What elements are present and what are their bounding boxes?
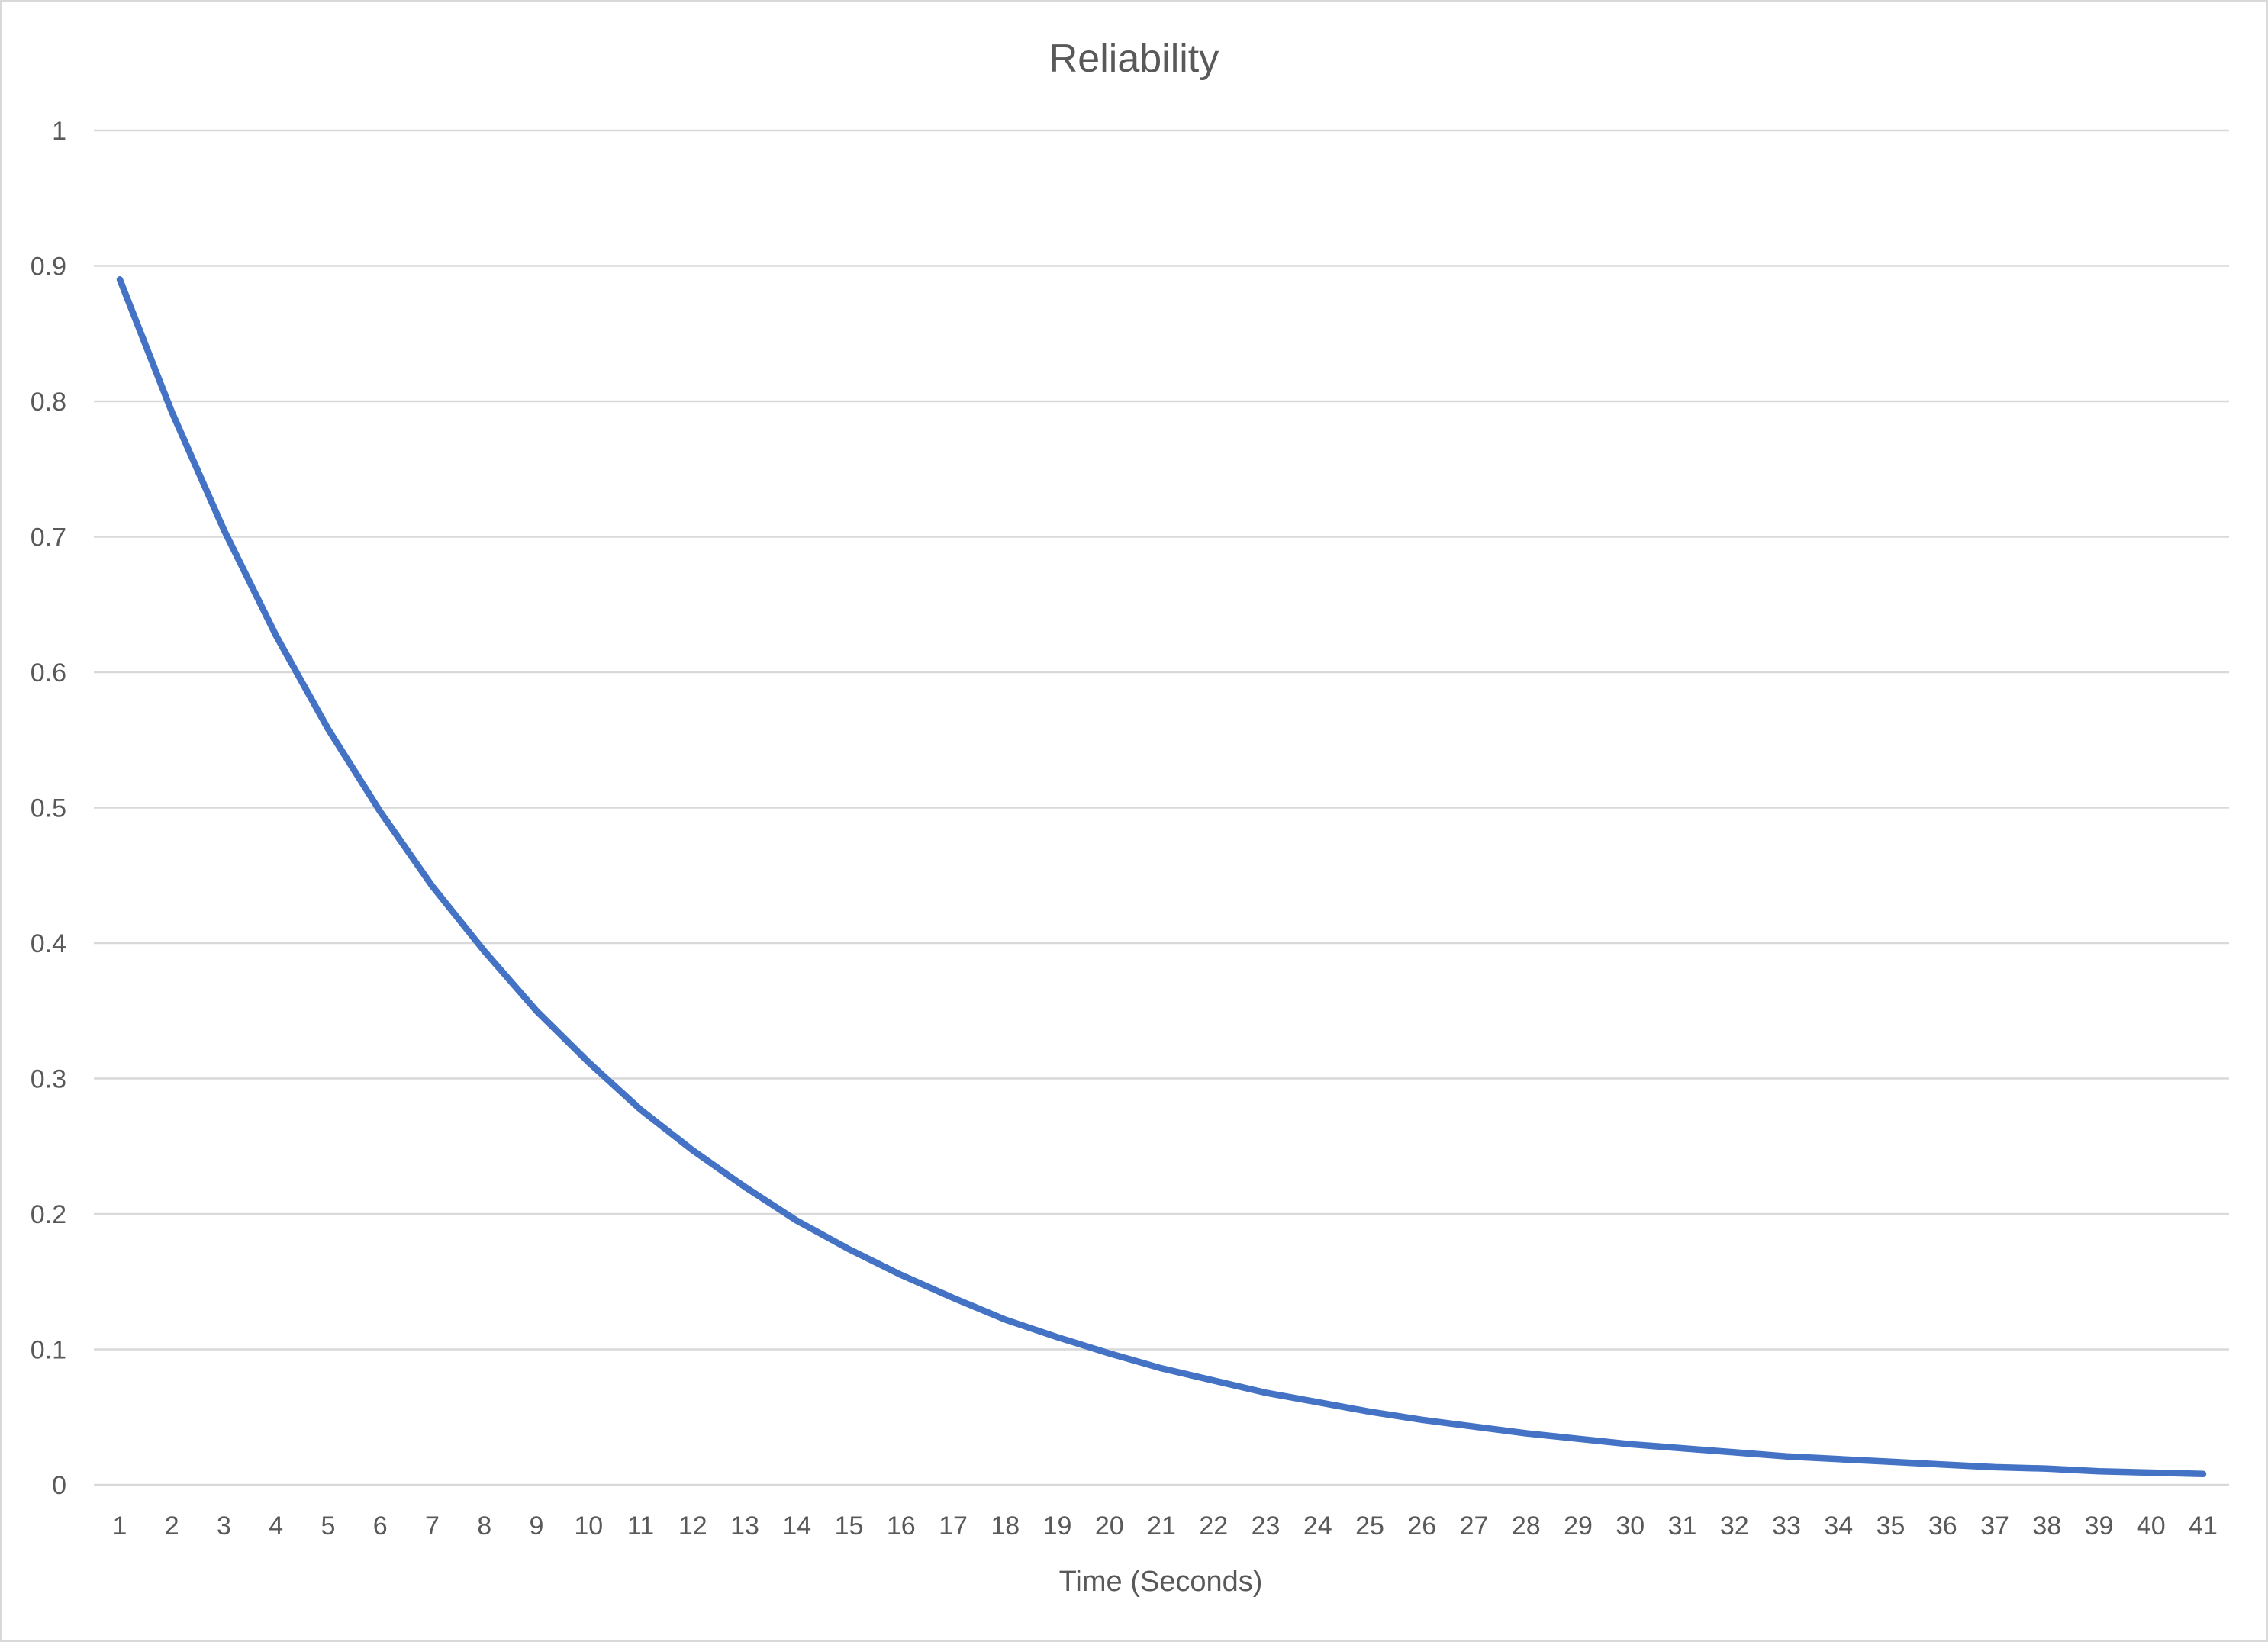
x-tick-label: 18	[991, 1512, 1020, 1541]
x-tick-label: 40	[2137, 1512, 2166, 1541]
x-tick-label: 29	[1564, 1512, 1593, 1541]
y-tick-label: 0	[52, 1471, 66, 1500]
x-tick-label: 23	[1252, 1512, 1281, 1541]
y-tick-label: 0.9	[31, 253, 66, 282]
x-tick-label: 9	[530, 1512, 544, 1541]
x-tick-label: 20	[1095, 1512, 1124, 1541]
x-axis-title: Time (Seconds)	[1059, 1566, 1263, 1598]
x-tick-label: 16	[887, 1512, 916, 1541]
x-tick-label: 34	[1824, 1512, 1853, 1541]
x-tick-label: 27	[1460, 1512, 1489, 1541]
x-tick-label: 12	[678, 1512, 707, 1541]
x-tick-label: 19	[1043, 1512, 1072, 1541]
x-tick-label: 36	[1928, 1512, 1957, 1541]
y-tick-label: 0.2	[31, 1200, 66, 1229]
x-tick-label: 8	[477, 1512, 491, 1541]
x-tick-label: 2	[165, 1512, 179, 1541]
x-tick-label: 30	[1616, 1512, 1645, 1541]
x-tick-label: 7	[425, 1512, 440, 1541]
x-tick-label: 13	[730, 1512, 759, 1541]
x-tick-label: 24	[1303, 1512, 1332, 1541]
x-tick-label: 25	[1355, 1512, 1384, 1541]
x-tick-label: 35	[1877, 1512, 1906, 1541]
y-tick-label: 0.4	[31, 929, 66, 958]
x-tick-label: 10	[574, 1512, 603, 1541]
y-tick-label: 1	[52, 117, 66, 146]
x-tick-label: 32	[1720, 1512, 1749, 1541]
x-tick-label: 17	[939, 1512, 968, 1541]
x-tick-label: 39	[2085, 1512, 2114, 1541]
y-axis-ticks: 0 0.1 0.2 0.3 0.4 0.5 0.6 0.7 0.8 0.9 1	[31, 117, 66, 1500]
x-tick-label: 1	[113, 1512, 127, 1541]
x-axis-ticks: 1 2 3 4 5 6 7 8 9 10 11 12 13 14 15 16 17 18 19 20 21 22 23 24 2…	[113, 1512, 2218, 1541]
y-tick-label: 0.1	[31, 1336, 66, 1365]
x-tick-label: 33	[1772, 1512, 1801, 1541]
x-tick-label: 31	[1668, 1512, 1697, 1541]
chart-title: Reliability	[1049, 37, 1219, 81]
x-tick-label: 6	[373, 1512, 388, 1541]
x-tick-label: 3	[217, 1512, 231, 1541]
x-tick-label: 4	[269, 1512, 283, 1541]
x-tick-label: 14	[782, 1512, 811, 1541]
series-layer	[116, 276, 2207, 1478]
x-tick-label: 22	[1199, 1512, 1228, 1541]
y-tick-label: 0.3	[31, 1065, 66, 1094]
y-tick-label: 0.8	[31, 388, 66, 417]
gridlines	[94, 129, 2229, 1486]
x-tick-label: 37	[1980, 1512, 2009, 1541]
x-tick-label: 15	[835, 1512, 864, 1541]
x-tick-label: 26	[1407, 1512, 1436, 1541]
x-tick-label: 38	[2032, 1512, 2061, 1541]
y-tick-label: 0.6	[31, 658, 66, 687]
y-tick-label: 0.7	[31, 523, 66, 552]
x-tick-label: 11	[627, 1512, 654, 1541]
y-tick-label: 0.5	[31, 794, 66, 823]
x-tick-label: 28	[1512, 1512, 1541, 1541]
x-tick-label: 41	[2189, 1512, 2218, 1541]
x-tick-label: 5	[321, 1512, 336, 1541]
x-tick-label: 21	[1147, 1512, 1176, 1541]
series-line-0	[116, 276, 2207, 1478]
